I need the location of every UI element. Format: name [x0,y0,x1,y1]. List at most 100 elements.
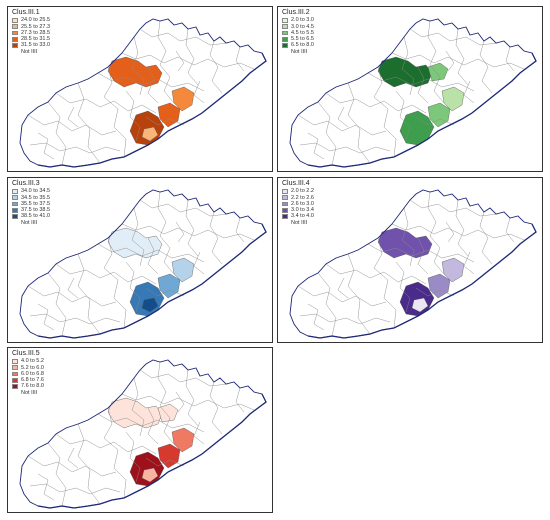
legend-label: 5.5 to 6.5 [291,36,314,43]
legend-swatch [12,24,18,30]
municipal-boundary [139,28,229,46]
legend-swatch [12,378,18,383]
municipal-boundary [175,391,185,413]
choropleth-map [19,18,267,168]
region-outline [19,189,267,339]
legend-label: 6.0 to 6.8 [21,370,44,377]
region-border [19,18,267,168]
municipal-boundary [299,313,391,325]
municipal-boundary [325,92,427,114]
municipal-boundary [347,253,371,335]
municipal-boundary [67,106,79,128]
legend-label: 31.5 to 33.0 [21,42,51,49]
municipal-boundary [391,52,525,70]
municipal-boundary [147,407,159,445]
legend-entry-missing: Not IIII [282,49,314,55]
municipal-boundary [27,114,117,136]
municipal-boundary [29,483,121,495]
municipal-boundary [401,36,415,96]
municipal-boundary [29,313,121,325]
legend-entry: 28.5 to 31.5 [12,36,50,42]
legend-entry: 6.8 to 7.6 [12,377,44,383]
municipal-boundary [145,457,185,467]
legend-swatch [282,201,288,207]
municipal-boundary [337,106,349,128]
municipal-boundary [145,116,185,126]
legend-swatch [12,359,18,364]
legend-label: 34.5 to 35.5 [21,194,51,201]
legend-swatch [282,43,288,48]
legend-entry: 4.0 to 5.2 [12,358,44,364]
municipal-boundary [121,223,255,241]
legend-swatch-missing [12,220,18,226]
municipal-boundary [479,40,493,94]
municipal-boundary [77,253,101,335]
municipal-boundary [97,243,205,263]
municipal-boundary [103,237,127,329]
legend-swatch [282,37,288,42]
municipal-boundary [185,369,199,427]
legend-entry: 4.5 to 5.5 [282,30,314,36]
municipal-boundary [55,433,157,455]
municipal-boundary [235,387,245,413]
municipal-boundary [505,217,515,243]
legend-entry-missing: Not IIII [12,49,50,55]
municipal-boundary [147,66,159,104]
municipal-boundary [347,82,371,164]
map-panel-clus-iii-5: Clus.III.5 4.0 to 5.2 5.2 to 6.0 6.0 to 6.8… [7,347,273,513]
legend-swatch [12,365,18,371]
legend-swatch [12,384,18,389]
municipal-boundary [47,272,67,337]
legend-label: 7.6 to 8.0 [21,383,44,390]
zone-north [377,227,433,259]
municipal-boundary [193,80,205,104]
municipal-boundary [367,243,475,263]
legend-label-missing: Not IIII [21,219,38,226]
map-legend: Clus.III.3 34.0 to 34.5 34.5 to 35.5 35.5 t… [12,180,50,226]
legend-swatch [12,43,18,48]
legend-entry: 5.2 to 6.0 [12,365,44,371]
municipal-boundary [395,261,411,313]
map-panel-clus-iii-2: Clus.III.2 2.0 to 3.0 3.0 to 4.5 4.5 to 5.5… [277,6,543,172]
municipal-boundary [193,421,205,445]
municipal-boundary [157,20,175,104]
municipal-boundary [131,377,145,437]
legend-swatch-missing [282,220,288,226]
municipal-boundary [417,66,429,104]
municipal-boundary [317,272,337,337]
legend-entry: 34.5 to 35.5 [12,195,50,201]
legend-entry: 37.5 to 38.5 [12,207,50,213]
legend-entry: 24.0 to 25.5 [12,17,50,23]
municipal-boundary [147,237,159,275]
legend-label: 2.0 to 2.2 [291,188,314,195]
legend-entry: 7.6 to 8.0 [12,383,44,389]
municipal-boundary [37,303,55,331]
legend-entry: 5.5 to 6.5 [282,36,314,42]
municipal-boundary [157,191,175,275]
choropleth-map [289,18,537,168]
municipal-boundary [409,199,499,217]
legend-label: 6.8 to 7.6 [21,377,44,384]
legend-swatch [12,371,18,377]
legend-entry-missing: Not IIII [282,220,314,226]
legend-label-missing: Not IIII [21,48,38,55]
legend-swatch [12,208,18,213]
municipal-boundary [55,263,157,285]
legend-label: 5.2 to 6.0 [21,364,44,371]
legend-entry: 3.0 to 4.5 [282,24,314,30]
municipal-boundary [47,101,67,166]
municipal-boundary [395,90,411,142]
municipal-boundary [209,211,223,265]
legend-label: 2.0 to 3.0 [291,17,314,24]
municipal-boundary [139,369,229,387]
legend-label: 4.5 to 5.5 [291,29,314,36]
legend-title: Clus.III.1 [12,9,40,16]
legend-entry: 6.0 to 6.8 [12,371,44,377]
legend-swatch [12,195,18,201]
municipal-boundary [235,217,245,243]
legend-swatch [12,214,18,219]
municipal-boundary [299,142,391,154]
region-border [289,18,537,168]
legend-label-missing: Not IIII [291,219,308,226]
